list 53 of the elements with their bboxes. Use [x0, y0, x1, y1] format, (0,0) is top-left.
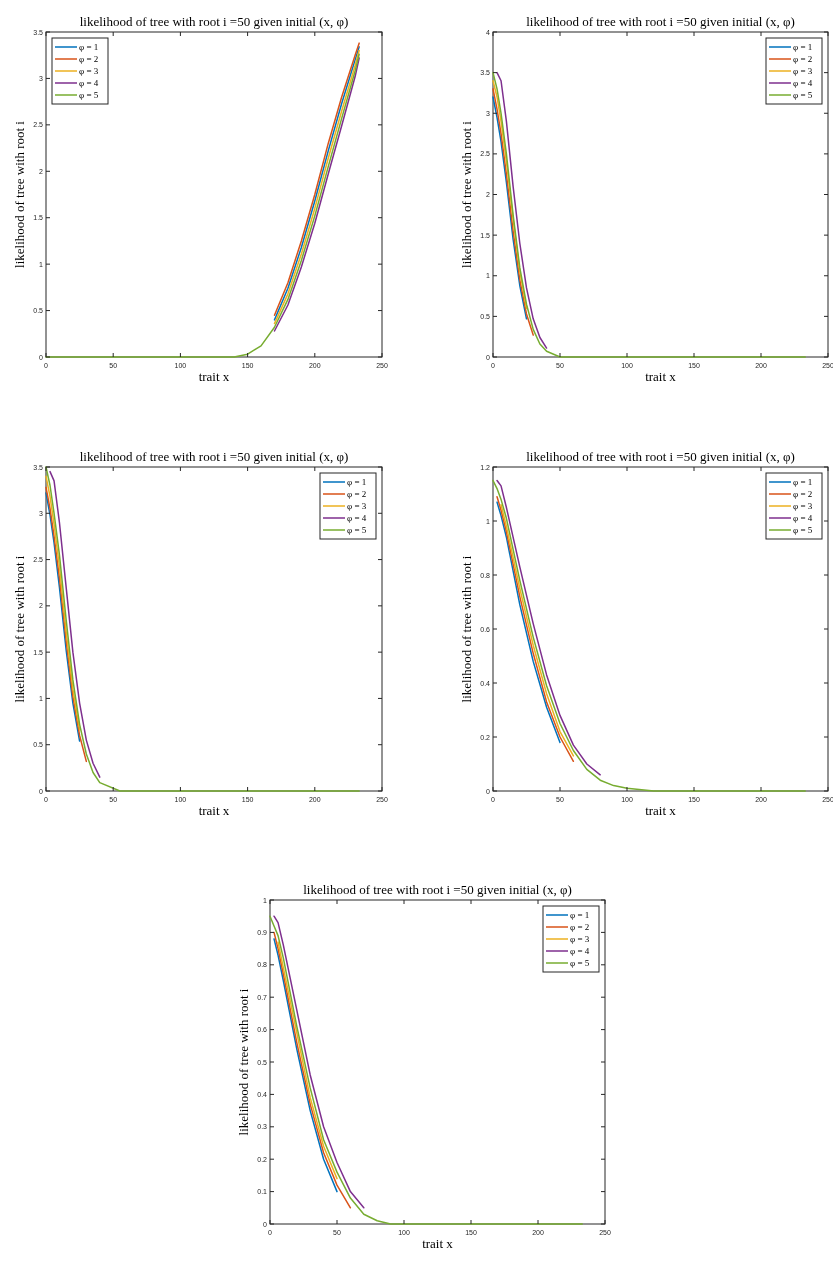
legend-label: φ = 3 [347, 501, 367, 511]
y-axis-title: likelihood of tree with root i [236, 988, 251, 1136]
legend-label: φ = 4 [570, 946, 590, 956]
legend-label: φ = 5 [79, 90, 99, 100]
legend-label: φ = 2 [347, 489, 367, 499]
line-series [492, 88, 534, 336]
chart-title: likelihood of tree with root i =50 given initial (x, φ) [79, 14, 349, 29]
line-series [49, 470, 101, 778]
legend-label: φ = 4 [79, 78, 99, 88]
legend-label: φ = 2 [793, 489, 813, 499]
line-series [273, 931, 352, 1209]
legend-label: φ = 2 [570, 922, 590, 932]
line-series [496, 501, 561, 744]
line-series [496, 71, 548, 349]
line-series [496, 479, 601, 776]
legend-label: φ = 5 [347, 525, 367, 535]
legend-label: φ = 1 [793, 42, 813, 52]
legend-label: φ = 2 [79, 54, 99, 64]
y-axis-title: likelihood of tree with root i [12, 120, 27, 268]
x-axis-title: trait x [422, 1236, 454, 1251]
chart-title: likelihood of tree with root i =50 given initial (x, φ) [303, 882, 572, 897]
legend-label: φ = 3 [570, 934, 590, 944]
x-axis-title: trait x [198, 803, 230, 818]
x-axis-title: trait x [645, 803, 677, 818]
legend-label: φ = 4 [347, 513, 367, 523]
y-axis-title: likelihood of tree with root i [459, 120, 474, 268]
legend-label: φ = 3 [793, 501, 813, 511]
chart-title: likelihood of tree with root i =50 given initial (x, φ) [526, 449, 795, 464]
legend-label: φ = 2 [793, 54, 813, 64]
legend-label: φ = 3 [793, 66, 813, 76]
line-series [269, 915, 583, 1225]
line-series [45, 486, 88, 763]
legend-label: φ = 4 [793, 78, 813, 88]
legend-label: φ = 5 [570, 958, 590, 968]
x-axis-title: trait x [198, 369, 230, 384]
legend-label: φ = 3 [79, 66, 99, 76]
legend-label: φ = 1 [347, 477, 367, 487]
line-series [45, 53, 360, 358]
y-axis-title: likelihood of tree with root i [459, 555, 474, 703]
legend-label: φ = 1 [570, 910, 590, 920]
line-series [492, 71, 806, 358]
line-series [273, 915, 365, 1209]
line-series [492, 479, 806, 792]
chart-title: likelihood of tree with root i =50 given initial (x, φ) [79, 449, 349, 464]
legend-label: φ = 1 [79, 42, 99, 52]
legend-label: φ = 1 [793, 477, 813, 487]
legend-label: φ = 5 [793, 525, 813, 535]
line-series [45, 466, 360, 792]
y-axis-title: likelihood of tree with root i [12, 555, 27, 703]
x-axis-title: trait x [645, 369, 677, 384]
chart-title: likelihood of tree with root i =50 given initial (x, φ) [526, 14, 795, 29]
legend-label: φ = 5 [793, 90, 813, 100]
legend-label: φ = 4 [793, 513, 813, 523]
